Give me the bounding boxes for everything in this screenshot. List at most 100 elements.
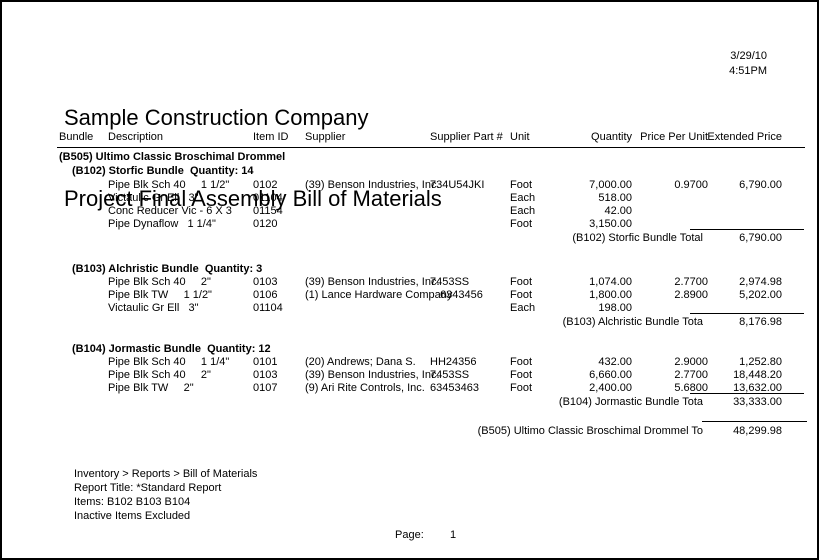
breadcrumb: Inventory > Reports > Bill of Materials [74,468,258,480]
group-header: (B505) Ultimo Classic Broschimal Drommel [59,151,286,163]
col-header-description: Description [108,131,164,143]
section-total-value: 8,176.98 [739,316,782,328]
page-number-row: Page: 1 [2,529,817,542]
row-unit: Foot [510,179,533,191]
section-title: (B104) Jormastic Bundle Quantity: 12 [72,343,271,355]
datetime-block: 3/29/10 4:51PM [667,49,767,79]
company-name: Sample Construction Company [64,105,369,130]
section-total-row: (B103) Alchristic Bundle Tota 8,176.98 [2,316,817,329]
total-rule [690,313,804,314]
row-quantity: 1,074.00 [589,276,632,288]
table-row: Pipe Blk Sch 40 2" 0103 (39) Benson Indu… [2,276,817,289]
table-row: Pipe Blk Sch 40 2" 0103 (39) Benson Indu… [2,369,817,382]
row-supplier: (39) Benson Industries, Inc. [305,179,440,191]
section-title: (B102) Storfic Bundle Quantity: 14 [72,165,254,177]
row-price: 2.7700 [674,276,708,288]
report-time: 4:51PM [729,65,767,77]
row-extended: 6,790.00 [739,179,782,191]
row-price: 2.7700 [674,369,708,381]
row-item-id: 0103 [253,369,278,381]
row-item-id: 0106 [253,289,278,301]
row-supplier: (1) Lance Hardware Company [305,289,453,301]
grand-total-value: 48,299.98 [733,425,782,437]
row-description: Conc Reducer Vic - 6 X 3 [108,205,232,217]
col-header-quantity: Quantity [591,131,632,143]
row-description: Pipe Blk Sch 40 2" [108,369,211,381]
row-extended: 1,252.80 [739,356,782,368]
table-row: Victaulic Gr Ell 3" 01104 Each 198.00 [2,302,817,315]
total-rule [690,393,804,394]
table-header-row: Bundle Description Item ID Supplier Supp… [2,131,817,144]
section-title-row: (B104) Jormastic Bundle Quantity: 12 [2,343,817,356]
section-total-value: 33,333.00 [733,396,782,408]
row-quantity: 1,800.00 [589,289,632,301]
table-row: Pipe Blk TW 2" 0107 (9) Ari Rite Control… [2,382,817,395]
section-total-value: 6,790.00 [739,232,782,244]
row-item-id: 0103 [253,276,278,288]
row-item-id: 01104 [253,302,283,314]
total-rule [690,229,804,230]
col-header-item-id: Item ID [253,131,289,143]
table-row: Conc Reducer Vic - 6 X 3 01154 Each 42.0… [2,205,817,218]
row-extended: 2,974.98 [739,276,782,288]
section-total-row: (B104) Jormastic Bundle Tota 33,333.00 [2,396,817,409]
grand-total-label: (B505) Ultimo Classic Broschimal Drommel… [477,425,703,437]
section-title-row: (B102) Storfic Bundle Quantity: 14 [2,165,817,178]
row-supplier: (39) Benson Industries, Inc. [305,369,440,381]
row-quantity: 6,660.00 [589,369,632,381]
row-unit: Foot [510,276,533,288]
report-name: Project Final Assembly Bill of Materials [64,186,442,211]
section-total-label: (B103) Alchristic Bundle Tota [562,316,703,328]
header-rule [57,147,805,148]
table-row: Pipe Blk Sch 40 1 1/2" 0102 (39) Benson … [2,179,817,192]
report-title-line: Report Title: *Standard Report [74,482,222,494]
inactive-items-line: Inactive Items Excluded [74,510,191,522]
row-extended: 13,632.00 [733,382,782,394]
row-description: Pipe Blk Sch 40 1 1/4" [108,356,230,368]
row-supplier-part: 7453SS [430,276,470,288]
row-unit: Foot [510,218,533,230]
row-quantity: 2,400.00 [589,382,632,394]
row-unit: Each [510,205,536,217]
group-header-row: (B505) Ultimo Classic Broschimal Drommel [2,151,817,164]
report-title-block: Sample Construction Company Project Fina… [64,50,442,266]
page-number: 1 [450,529,457,541]
row-description: Victaulic Gr Ell 3" [108,192,199,204]
col-header-supplier: Supplier [305,131,346,143]
row-supplier-part: 6343456 [440,289,483,301]
row-supplier: (9) Ari Rite Controls, Inc. [305,382,425,394]
row-description: Pipe Blk TW 1 1/2" [108,289,212,301]
row-item-id: 0107 [253,382,278,394]
row-supplier-part: 63453463 [430,382,479,394]
row-unit: Foot [510,369,533,381]
row-supplier-part: 7453SS [430,369,470,381]
row-description: Victaulic Gr Ell 3" [108,302,199,314]
section-total-row: (B102) Storfic Bundle Total 6,790.00 [2,232,817,245]
row-unit: Foot [510,289,533,301]
row-quantity: 7,000.00 [589,179,632,191]
row-quantity: 42.00 [604,205,632,217]
row-quantity: 198.00 [598,302,632,314]
col-header-unit: Unit [510,131,530,143]
items-line: Items: B102 B103 B104 [74,496,191,508]
grand-total-rule [702,421,807,422]
section-title: (B103) Alchristic Bundle Quantity: 3 [72,263,263,275]
col-header-price-per-unit: Price Per Unit [640,131,708,143]
row-unit: Foot [510,382,533,394]
row-supplier-part: HH24356 [430,356,477,368]
row-supplier: (20) Andrews; Dana S. [305,356,416,368]
col-header-extended-price: Extended Price [707,131,782,143]
row-item-id: 01104 [253,192,283,204]
section-total-label: (B102) Storfic Bundle Total [572,232,703,244]
row-description: Pipe Blk Sch 40 1 1/2" [108,179,230,191]
col-header-bundle: Bundle [59,131,94,143]
row-unit: Each [510,302,536,314]
row-item-id: 0102 [253,179,278,191]
table-row: Pipe Dynaflow 1 1/4" 0120 Foot 3,150.00 [2,218,817,231]
row-unit: Foot [510,356,533,368]
row-supplier-part: 734U54JKI [430,179,485,191]
row-price: 0.9700 [674,179,708,191]
row-price: 2.8900 [674,289,708,301]
row-quantity: 518.00 [598,192,632,204]
